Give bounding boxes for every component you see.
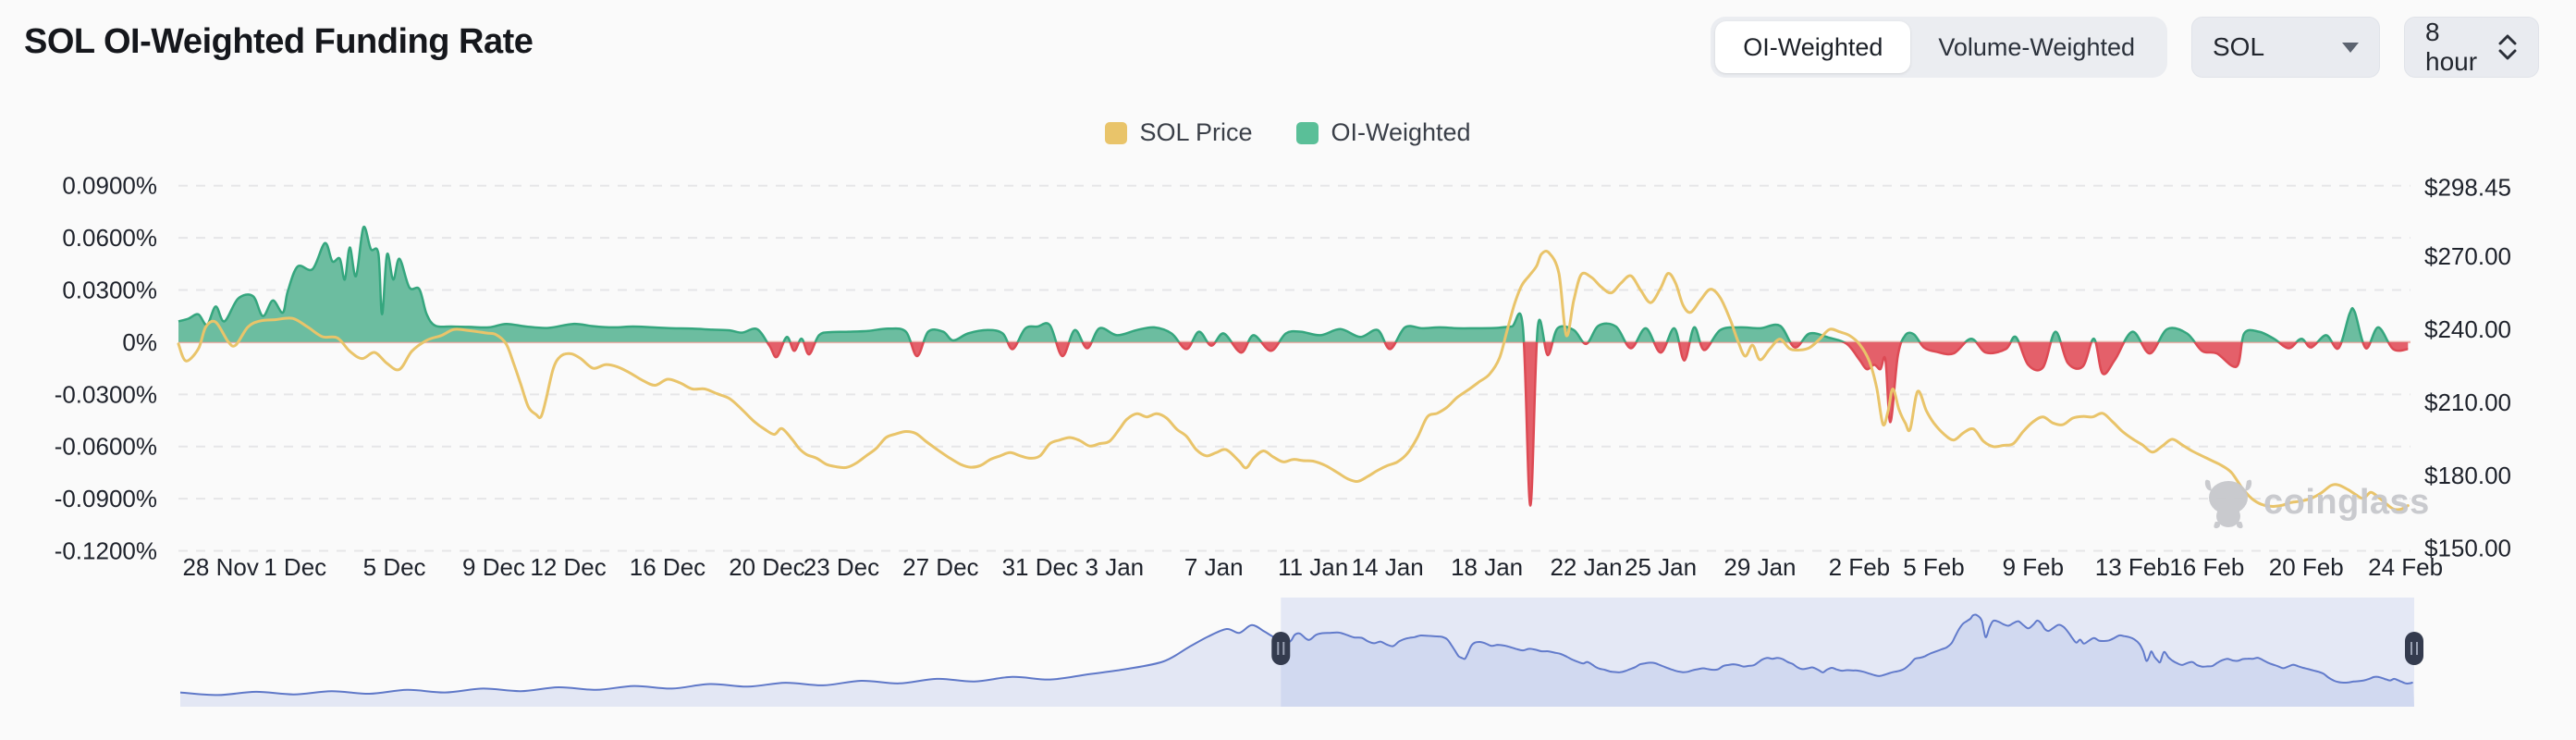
funding-area-positive <box>178 227 2388 342</box>
x-axis-label: 31 Dec <box>1002 553 1078 581</box>
x-axis-label: 3 Jan <box>1086 553 1145 581</box>
y-axis-label-right: $210.00 <box>2424 388 2511 416</box>
navigator-line <box>179 613 2413 697</box>
up-down-arrows-icon <box>2497 34 2518 60</box>
legend-item-sol-price[interactable]: SOL Price <box>1105 118 1252 147</box>
x-axis-label: 20 Dec <box>729 553 804 581</box>
y-axis-label-left: -0.0300% <box>55 380 157 408</box>
navigator-selection[interactable] <box>1281 598 2414 707</box>
y-axis-label-left: -0.0900% <box>55 485 157 512</box>
header-controls: OI-Weighted Volume-Weighted SOL 8 hour <box>1711 17 2539 78</box>
chart-legend: SOL Price OI-Weighted <box>0 118 2576 147</box>
x-axis-label: 5 Feb <box>1903 553 1965 581</box>
watermark-text: coinglass <box>2263 482 2430 522</box>
y-axis-label-right: $298.45 <box>2424 173 2511 201</box>
navigator-handle-left[interactable] <box>1271 632 1291 665</box>
legend-item-oi-weighted[interactable]: OI-Weighted <box>1296 118 1471 147</box>
y-axis-label-right: $270.00 <box>2424 242 2511 270</box>
interval-select-value: 8 hour <box>2425 18 2478 76</box>
legend-label: OI-Weighted <box>1331 118 1471 146</box>
toggle-oi-weighted[interactable]: OI-Weighted <box>1715 21 1911 73</box>
navigator-handle-right[interactable] <box>2405 632 2423 665</box>
x-axis-label: 18 Jan <box>1451 553 1523 581</box>
y-axis-label-left: 0.0300% <box>62 277 157 304</box>
x-axis-label: 16 Dec <box>630 553 705 581</box>
x-axis-label: 5 Dec <box>363 553 426 581</box>
y-axis-label-left: 0.0600% <box>62 224 157 252</box>
x-axis-label: 9 Feb <box>2003 553 2065 581</box>
sol-price-swatch <box>1105 121 1128 144</box>
x-axis-label: 16 Feb <box>2169 553 2244 581</box>
interval-select[interactable]: 8 hour <box>2404 17 2539 78</box>
y-axis-label-right: $240.00 <box>2424 315 2511 343</box>
symbol-select[interactable]: SOL <box>2191 17 2380 78</box>
weighting-toggle: OI-Weighted Volume-Weighted <box>1711 17 2167 78</box>
y-axis-label-left: -0.0600% <box>55 433 157 461</box>
y-axis-label-right: $180.00 <box>2424 462 2511 489</box>
symbol-select-value: SOL <box>2213 32 2265 61</box>
x-axis-label: 25 Jan <box>1625 553 1697 581</box>
coinglass-watermark: coinglass <box>2202 475 2430 529</box>
oi-weighted-swatch <box>1296 121 1319 144</box>
x-axis-label: 9 Dec <box>462 553 525 581</box>
x-axis-label: 1 Dec <box>264 553 326 581</box>
x-axis-label: 23 Dec <box>803 553 879 581</box>
navigator <box>179 598 2423 707</box>
x-axis-label: 27 Dec <box>902 553 978 581</box>
x-axis-label: 14 Jan <box>1352 553 1424 581</box>
y-axis-label-left: 0.0900% <box>62 172 157 200</box>
x-axis-label: 28 Nov <box>182 553 258 581</box>
y-axis-label-left: -0.1200% <box>55 537 157 565</box>
sol-price-line <box>177 250 2410 512</box>
x-axis-label: 13 Feb <box>2095 553 2170 581</box>
funding-line-positive <box>178 225 2390 342</box>
funding-area-negative <box>767 341 2409 506</box>
y-axis-label-right: $150.00 <box>2424 535 2511 562</box>
y-axis-label-left: 0% <box>122 328 157 356</box>
grid-layer: 0.0900% 0.0600% 0.0300% 0% -0.0300% -0.0600% -… <box>55 172 2511 581</box>
coinglass-bull-icon <box>2204 479 2252 529</box>
chevron-down-icon <box>2342 42 2359 53</box>
toggle-volume-weighted[interactable]: Volume-Weighted <box>1938 32 2135 61</box>
x-axis-label: 12 Dec <box>530 553 606 581</box>
x-axis-label: 11 Jan <box>1278 553 1348 581</box>
x-axis-label: 24 Feb <box>2368 553 2443 581</box>
legend-label: SOL Price <box>1139 118 1253 146</box>
x-axis-label: 2 Feb <box>1829 553 1891 581</box>
funding-line-negative <box>766 341 2409 507</box>
x-axis-label: 7 Jan <box>1184 553 1244 581</box>
page-title: SOL OI-Weighted Funding Rate <box>24 22 534 61</box>
funding-series <box>178 225 2409 507</box>
x-axis-label: 20 Feb <box>2269 553 2344 581</box>
x-axis-label: 29 Jan <box>1723 553 1796 581</box>
x-axis-label: 22 Jan <box>1550 553 1622 581</box>
navigator-area <box>180 614 2414 707</box>
